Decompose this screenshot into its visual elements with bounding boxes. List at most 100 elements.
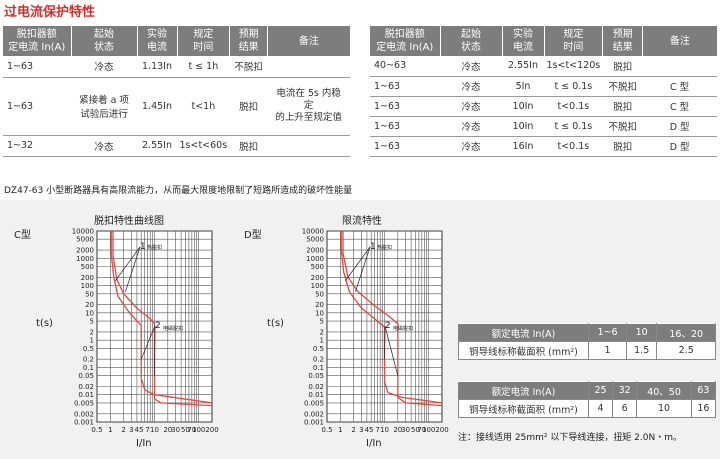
y-tick-label: 0.01	[78, 391, 94, 399]
col-header: 实验 电流	[502, 26, 545, 56]
cell: 2.5	[656, 341, 716, 360]
chart-d-title: 限流特性	[342, 216, 382, 227]
cell: 1~63	[370, 136, 441, 157]
chart-c-svg: 100005000200010005002001005020105210.50.…	[72, 228, 219, 435]
table-row: 40~63 冷态 2.55In 1s<t<120s 脱扣	[370, 56, 717, 77]
table-header-row: 脱扣器额 定电流 In(A) 起始 状态 实验 电流 规定 时间 预期 结果 备…	[370, 26, 717, 56]
cell: 1~63	[3, 56, 72, 78]
cell: 1~32	[3, 135, 72, 157]
wire-spec-table-2: 额定电流 In(A) 25 32 40、50 63 铜导线标称截面积 (mm²)…	[458, 381, 717, 418]
chart-d-type-label: D型	[244, 230, 262, 241]
x-tick-label: 5	[139, 426, 143, 434]
curve-1	[110, 231, 213, 404]
y-tick-label: 0.002	[74, 410, 94, 418]
y-tick-label: 0.5	[313, 345, 324, 353]
cell	[642, 56, 717, 77]
protection-table-right: 脱扣器额 定电流 In(A) 起始 状态 实验 电流 规定 时间 预期 结果 备…	[370, 26, 717, 157]
x-tick-label: 100	[192, 426, 205, 434]
y-tick-label: 0.2	[313, 356, 324, 364]
x-tick-label: 4	[135, 426, 140, 434]
y-tick-label: 1	[90, 337, 94, 345]
cell: 冷态	[440, 136, 503, 157]
col-header: 规定 时间	[544, 26, 604, 56]
y-tick-label: 20	[315, 301, 324, 309]
cell: 冷态	[440, 76, 503, 97]
cell: 40~63	[370, 56, 441, 77]
cell	[267, 56, 350, 78]
col-header: 脱扣器额 定电流 In(A)	[370, 26, 441, 56]
cell: 冷态	[440, 116, 503, 137]
y-tick-label: 100	[311, 282, 324, 290]
cell: 1~63	[370, 76, 441, 97]
y-tick-label: 0.02	[308, 383, 324, 391]
chart-d-xlabel: I/In	[366, 438, 382, 449]
y-tick-label: 0.02	[78, 383, 94, 391]
cell: 16、20	[656, 323, 716, 342]
col-header: 脱扣器额 定电流 In(A)	[3, 26, 72, 56]
y-tick-label: 0.05	[308, 372, 324, 380]
curve-1	[340, 231, 443, 404]
y-tick-label: 0.01	[308, 391, 324, 399]
col-header: 备注	[267, 26, 350, 56]
cell: 紧接着 a 项 试验后进行	[71, 77, 138, 136]
x-tick-label: 100	[422, 426, 435, 434]
y-tick-label: 0.1	[83, 364, 94, 372]
cell: 脱扣	[229, 135, 269, 157]
cell: 1.5	[625, 341, 658, 360]
col-header: 预期 结果	[229, 26, 269, 56]
x-tick-label: 200	[205, 426, 218, 434]
y-tick-label: 10000	[72, 228, 94, 236]
pointer-line	[345, 246, 371, 281]
x-tick-label: 0.5	[321, 426, 332, 434]
y-tick-label: 500	[81, 263, 94, 271]
cell: 10In	[502, 96, 545, 117]
curve-2	[342, 231, 443, 407]
col-header: 实验 电流	[137, 26, 178, 56]
y-tick-label: 0.1	[313, 364, 324, 372]
cell: 不脱扣	[229, 56, 269, 78]
y-tick-label: 20	[85, 301, 94, 309]
x-tick-label: 2	[121, 426, 125, 434]
cell: 63	[690, 381, 717, 400]
spec-header-row: 额定电流 In(A) 25 32 40、50 63	[458, 381, 717, 400]
cell: 16In	[502, 136, 545, 157]
y-tick-label: 1000	[76, 255, 94, 263]
pointer-line	[125, 246, 141, 292]
x-tick-label: 20	[163, 426, 172, 434]
x-tick-label: 2	[351, 426, 355, 434]
y-tick-label: 5000	[306, 236, 324, 244]
chart-c-xlabel: I/In	[136, 438, 152, 449]
x-tick-label: 3	[359, 426, 363, 434]
cell: 1.13In	[137, 56, 178, 78]
chart-d-svg: 100005000200010005002001005020105210.50.…	[302, 228, 449, 435]
cell: 1.45In	[137, 77, 178, 136]
curve-1-number: 1	[140, 242, 146, 252]
cell: 25	[587, 381, 614, 400]
curve-2-label: 电磁脱扣	[163, 325, 183, 332]
cell: 2.55In	[502, 56, 545, 77]
x-tick-label: 70	[417, 426, 426, 434]
cell: 5In	[502, 76, 545, 97]
x-tick-label: 1	[108, 426, 112, 434]
pointer-line	[140, 325, 156, 360]
y-tick-label: 100	[81, 282, 94, 290]
x-tick-label: 50	[181, 426, 190, 434]
y-tick-label: 0.001	[304, 419, 324, 427]
protection-table-left: 脱扣器额 定电流 In(A) 起始 状态 实验 电流 规定 时间 预期 结果 备…	[3, 26, 350, 157]
x-tick-label: 0.5	[91, 426, 102, 434]
cell: D 型	[642, 116, 717, 137]
cell: 1~63	[3, 77, 72, 136]
y-tick-label: 2000	[76, 247, 94, 255]
y-tick-label: 1000	[306, 255, 324, 263]
cell: C 型	[642, 76, 717, 97]
cell: t ≤ 0.1s	[544, 116, 604, 137]
cell: 冷态	[71, 135, 138, 157]
x-tick-label: 70	[187, 426, 196, 434]
x-tick-label: 50	[411, 426, 420, 434]
chart-c-type-label: C型	[14, 230, 31, 241]
x-tick-label: 5	[369, 426, 373, 434]
pointer-line	[355, 246, 371, 292]
cell: 16	[690, 399, 717, 418]
cell: 2.55In	[137, 135, 178, 157]
cell: 电流在 5s 内稳 定 的上升至规定值	[267, 77, 350, 136]
